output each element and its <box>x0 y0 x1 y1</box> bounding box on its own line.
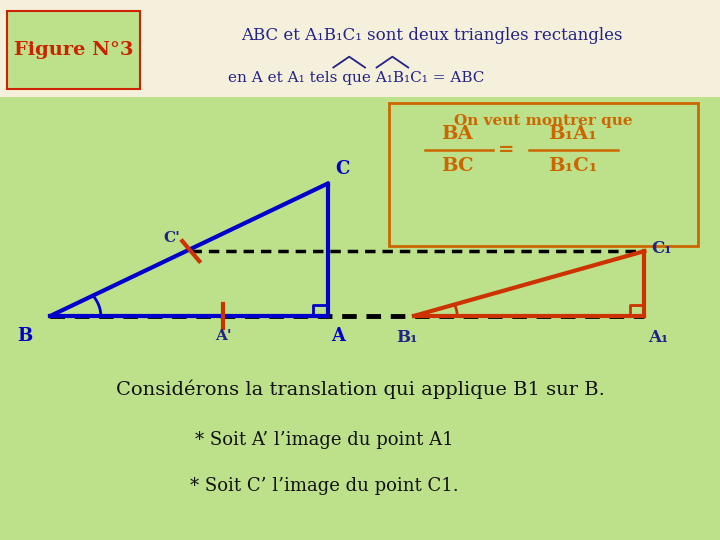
Text: B₁C₁: B₁C₁ <box>548 157 597 174</box>
Text: BC: BC <box>441 157 474 174</box>
Bar <box>7 11 140 89</box>
Text: C₁: C₁ <box>652 240 672 257</box>
Text: =: = <box>498 141 514 159</box>
Text: B₁A₁: B₁A₁ <box>548 125 597 143</box>
Text: C': C' <box>163 231 180 245</box>
Text: Considérons la translation qui applique B1 sur B.: Considérons la translation qui applique … <box>116 379 604 399</box>
Text: On veut montrer que: On veut montrer que <box>454 114 633 129</box>
Text: en A et A₁ tels que A₁B₁C₁ = ABC: en A et A₁ tels que A₁B₁C₁ = ABC <box>228 71 485 85</box>
Text: * Soit A’ l’image du point A1: * Soit A’ l’image du point A1 <box>194 431 454 449</box>
Text: Figure N°3: Figure N°3 <box>14 40 134 59</box>
Text: ABC et A₁B₁C₁ sont deux triangles rectangles: ABC et A₁B₁C₁ sont deux triangles rectan… <box>241 26 623 44</box>
Text: A': A' <box>215 329 232 343</box>
Text: C: C <box>335 160 349 178</box>
Text: B: B <box>17 327 32 345</box>
Bar <box>0 0 720 97</box>
Text: A: A <box>331 327 345 345</box>
Text: * Soit C’ l’image du point C1.: * Soit C’ l’image du point C1. <box>189 477 459 495</box>
Text: BA: BA <box>441 125 473 143</box>
Text: B₁: B₁ <box>396 329 418 346</box>
Text: A₁: A₁ <box>648 329 668 346</box>
Bar <box>389 103 698 246</box>
